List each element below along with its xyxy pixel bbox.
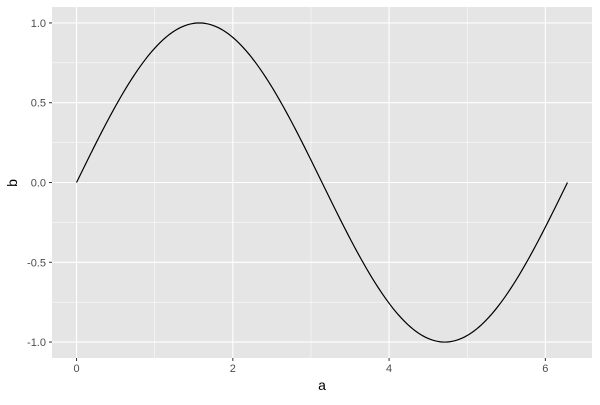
y-tick-label: -0.5 xyxy=(27,257,46,269)
x-tick-label: 0 xyxy=(73,363,79,375)
y-tick-label: 0.0 xyxy=(31,178,46,190)
y-axis-label: b xyxy=(4,179,20,187)
x-tick-label: 2 xyxy=(230,363,236,375)
x-tick-label: 6 xyxy=(542,363,548,375)
y-tick-label: 0.5 xyxy=(31,98,46,110)
x-axis-label: a xyxy=(318,377,326,393)
series-line-sin xyxy=(75,22,569,343)
y-tick-label: -1.0 xyxy=(27,337,46,349)
x-tick-label: 4 xyxy=(386,363,392,375)
y-tick-label: 1.0 xyxy=(31,18,46,30)
